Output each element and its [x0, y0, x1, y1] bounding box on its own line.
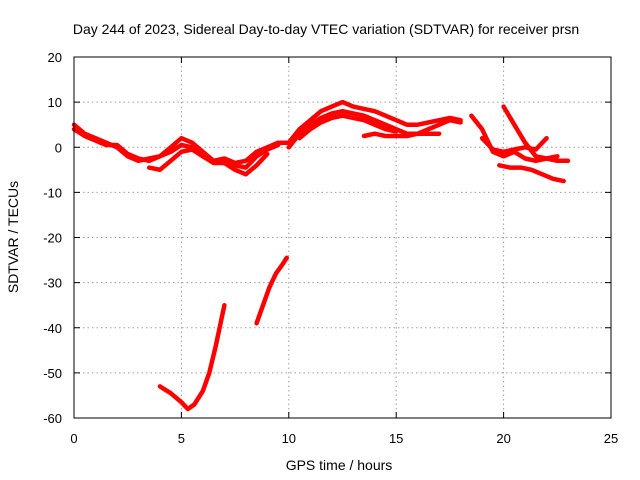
series-track-13 — [254, 255, 289, 326]
y-tick-label: -10 — [43, 185, 62, 200]
y-tick-label: -60 — [43, 411, 62, 426]
y-tick-label: -30 — [43, 276, 62, 291]
series-track-2 — [71, 126, 281, 170]
x-tick-label: 10 — [282, 431, 296, 446]
x-tick-label: 20 — [496, 431, 510, 446]
chart-title: Day 244 of 2023, Sidereal Day-to-day VTE… — [73, 21, 579, 37]
series-track-5 — [286, 108, 463, 150]
x-gridlines — [180, 57, 505, 418]
series-track-10 — [501, 104, 571, 164]
series-track-7 — [361, 131, 442, 139]
x-tick-label: 5 — [178, 431, 185, 446]
series-track-6 — [297, 113, 399, 141]
x-axis-label: GPS time / hours — [286, 457, 393, 473]
x-tick-label: 0 — [70, 431, 77, 446]
series-track-11 — [497, 163, 566, 184]
data-series — [71, 99, 571, 412]
y-tick-label: -20 — [43, 231, 62, 246]
series-track-12 — [157, 302, 227, 412]
series-track-9 — [479, 135, 549, 155]
y-tick-label: -50 — [43, 366, 62, 381]
y-tick-label: -40 — [43, 321, 62, 336]
x-tick-label: 25 — [604, 431, 618, 446]
y-gridlines — [74, 101, 611, 374]
x-axis: 0 5 10 15 20 25 — [70, 57, 618, 446]
y-tick-label: 20 — [48, 50, 62, 65]
y-axis-label: SDTVAR / TECUs — [5, 181, 21, 293]
series-track-4 — [286, 99, 463, 145]
y-tick-label: 0 — [55, 140, 62, 155]
y-tick-label: 10 — [48, 95, 62, 110]
series-track-3 — [146, 147, 270, 177]
y-axis: -60 -50 -40 -30 -20 -10 0 10 20 — [43, 50, 611, 426]
x-tick-label: 15 — [389, 431, 403, 446]
